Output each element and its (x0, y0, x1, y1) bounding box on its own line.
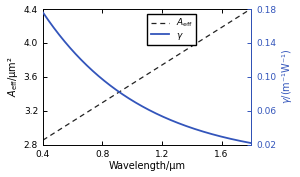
Y-axis label: $A_{\rm eff}$/μm²: $A_{\rm eff}$/μm² (6, 57, 20, 97)
Y-axis label: $\gamma$/(m⁻¹W⁻¹): $\gamma$/(m⁻¹W⁻¹) (280, 49, 294, 104)
Legend: $A_{\rm eff}$, $\gamma$: $A_{\rm eff}$, $\gamma$ (148, 14, 196, 45)
X-axis label: Wavelength/μm: Wavelength/μm (109, 161, 186, 172)
